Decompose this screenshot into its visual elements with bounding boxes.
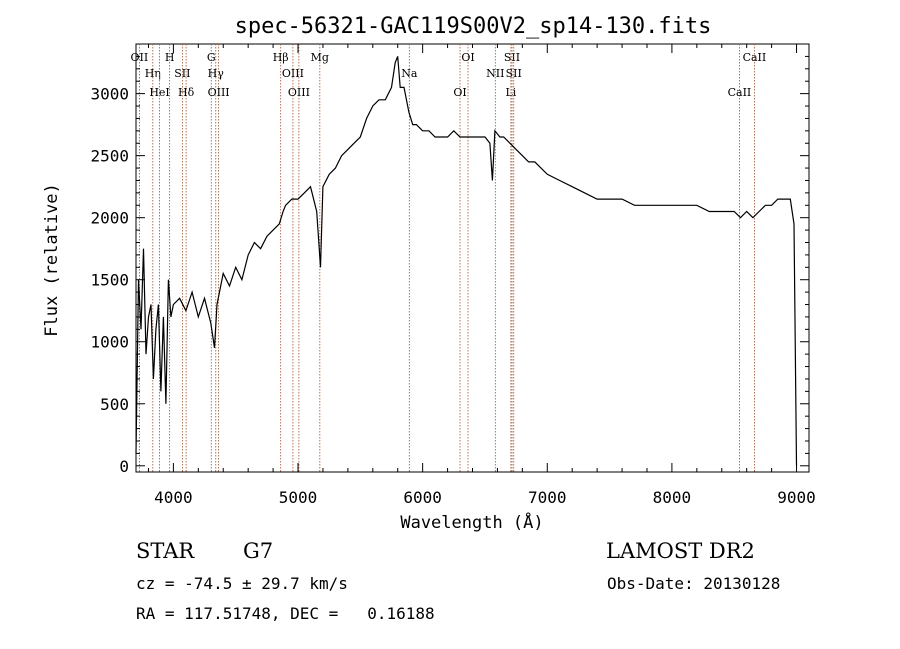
- line-marker-label-20: CaII: [728, 86, 752, 99]
- line-marker-label-2: HeI: [149, 86, 169, 99]
- line-marker-label-7: Hγ: [208, 67, 225, 80]
- x-axis: 4000 5000 6000 7000 8000 9000: [147, 44, 816, 507]
- line-marker-label-10: OIII: [282, 67, 304, 80]
- line-marker-label-17: Li: [505, 86, 516, 99]
- chart-title: spec-56321-GAC119S00V2_sp14-130.fits: [235, 14, 712, 39]
- line-marker-label-6: G: [207, 51, 216, 64]
- object-subclass: G7: [243, 539, 274, 563]
- y-tick-label-1: 500: [100, 395, 129, 414]
- object-class: STAR: [136, 539, 195, 563]
- survey-name: LAMOST DR2: [606, 539, 755, 563]
- x-tick-label-0: 4000: [154, 488, 193, 507]
- y-axis-label: Flux (relative): [42, 183, 62, 337]
- plot-frame: [135, 43, 810, 473]
- x-axis-label: Wavelength (Å): [400, 511, 543, 533]
- y-axis: 0 500 1000 1500 2000 2500 3000: [90, 55, 809, 476]
- line-marker-label-9: Hβ: [273, 51, 289, 64]
- line-marker-label-5: Hδ: [178, 86, 195, 99]
- line-marker-label-1: Hη: [145, 67, 161, 80]
- emission-line-markers: OII Hη HeI H SII Hδ G Hγ OIII Hβ OIII OIII Mg Na OI OI N…: [131, 44, 767, 472]
- observation-date: Obs-Date: 20130128: [607, 574, 781, 593]
- spectrum-series: [135, 56, 798, 466]
- line-marker-label-19: SII: [506, 67, 522, 80]
- line-marker-label-0: OII: [131, 51, 149, 64]
- y-tick-label-6: 3000: [90, 85, 129, 104]
- line-marker-label-4: SII: [174, 67, 190, 80]
- spectrum-line-0: [135, 56, 798, 466]
- line-marker-label-13: Na: [401, 67, 418, 80]
- x-tick-label-1: 5000: [279, 488, 318, 507]
- x-tick-label-4: 8000: [653, 488, 692, 507]
- y-tick-label-3: 1500: [90, 271, 129, 290]
- line-marker-label-3: H: [165, 51, 175, 64]
- y-tick-label-4: 2000: [90, 209, 129, 228]
- ra-dec-coordinates: RA = 117.51748, DEC = 0.16188: [136, 604, 435, 623]
- line-marker-label-14: OI: [453, 86, 466, 99]
- y-tick-label-5: 2500: [90, 147, 129, 166]
- line-marker-label-12: Mg: [311, 51, 329, 64]
- x-tick-label-5: 9000: [777, 488, 816, 507]
- redshift-cz: cz = -74.5 ± 29.7 km/s: [136, 574, 348, 593]
- line-marker-label-15: OI: [461, 51, 474, 64]
- x-tick-label-3: 7000: [528, 488, 567, 507]
- line-marker-label-11: OIII: [288, 86, 310, 99]
- line-marker-label-18: SII: [504, 51, 520, 64]
- y-tick-label-0: 0: [119, 457, 129, 476]
- line-marker-label-16: NII: [486, 67, 504, 80]
- x-tick-label-2: 6000: [403, 488, 442, 507]
- line-marker-label-21: CaII: [743, 51, 767, 64]
- y-tick-label-2: 1000: [90, 333, 129, 352]
- line-marker-label-8: OIII: [208, 86, 230, 99]
